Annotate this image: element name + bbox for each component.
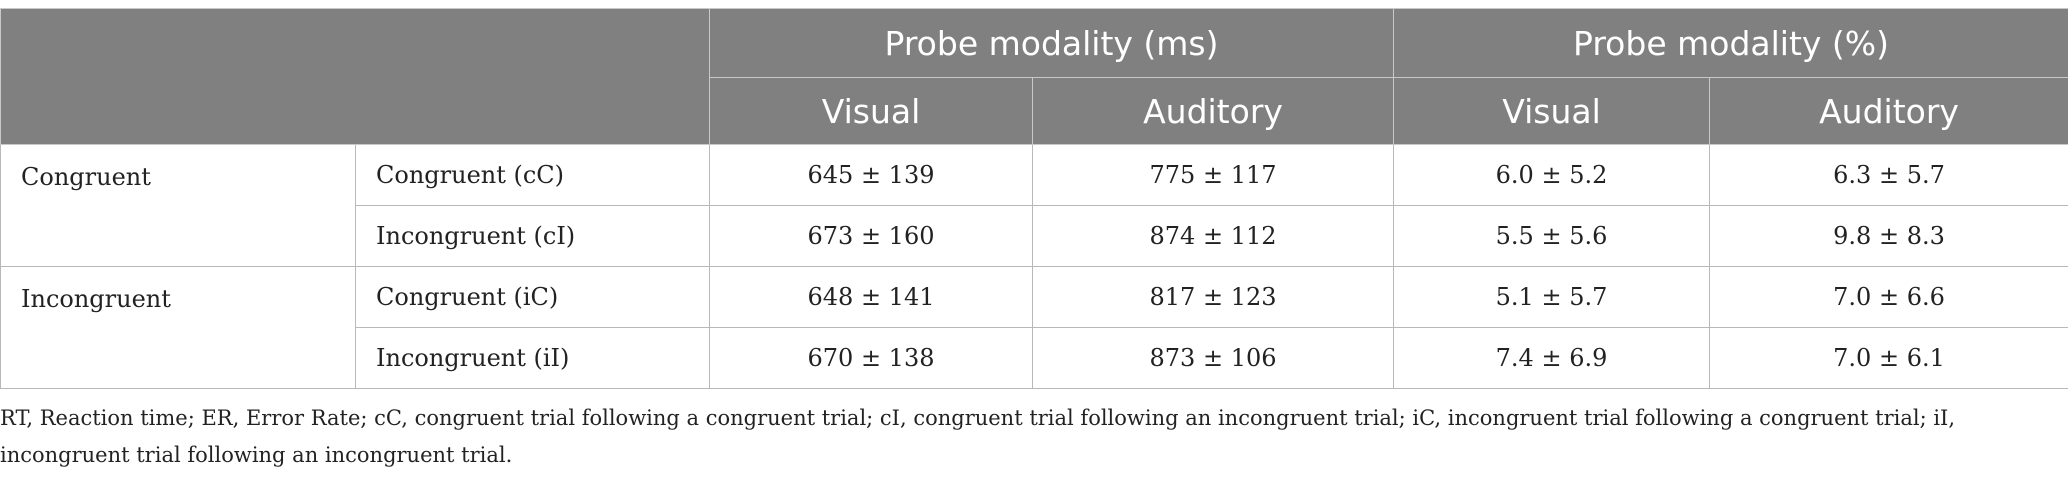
header-pct-auditory: Auditory [1709,77,2068,145]
results-table: Probe modality (ms) Probe modality (%) V… [0,8,2068,389]
value-ms-auditory: 817 ± 123 [1031,266,1395,328]
value-ms-visual: 645 ± 139 [709,144,1033,206]
value-pct-auditory: 9.8 ± 8.3 [1709,205,2068,267]
group-label-incongruent: Incongruent [0,266,356,389]
header-ms-visual: Visual [709,77,1033,145]
header-ms-auditory: Auditory [1031,77,1395,145]
value-pct-auditory: 7.0 ± 6.1 [1709,327,2068,389]
condition-label: Incongruent (iI) [355,327,710,389]
value-ms-auditory: 874 ± 112 [1031,205,1395,267]
table-row: Incongruent Congruent (iC) 648 ± 141 817… [0,266,2068,389]
value-pct-visual: 5.1 ± 5.7 [1393,266,1711,328]
value-pct-auditory: 7.0 ± 6.6 [1709,266,2068,328]
header-group-ms: Probe modality (ms) [708,8,1395,78]
value-pct-auditory: 6.3 ± 5.7 [1709,144,2068,206]
table-row: Incongruent (cI) 673 ± 160 874 ± 112 5.5… [1,205,2068,267]
condition-label: Congruent (cC) [355,144,710,206]
value-ms-visual: 648 ± 141 [709,266,1033,328]
table-header: Probe modality (ms) Probe modality (%) V… [0,8,2068,145]
value-ms-auditory: 775 ± 117 [1031,144,1395,206]
header-group-pct: Probe modality (%) [1393,8,2068,78]
table-row: Incongruent (iI) 670 ± 138 873 ± 106 7.4… [1,327,2068,389]
table-body: Congruent Congruent (cC) 645 ± 139 775 ±… [0,144,2068,389]
header-row-groups: Probe modality (ms) Probe modality (%) [0,8,2068,145]
value-pct-visual: 5.5 ± 5.6 [1393,205,1711,267]
header-row-modalities: Visual Auditory Visual Auditory [1,77,2068,145]
condition-label: Congruent (iC) [355,266,710,328]
table-footnote: RT, Reaction time; ER, Error Rate; cC, c… [0,406,1956,467]
value-ms-visual: 673 ± 160 [709,205,1033,267]
group-label-congruent: Congruent [0,144,356,267]
value-pct-visual: 7.4 ± 6.9 [1393,327,1711,389]
results-table-container: Probe modality (ms) Probe modality (%) V… [0,8,2068,389]
header-pct-visual: Visual [1393,77,1711,145]
value-ms-auditory: 873 ± 106 [1031,327,1395,389]
value-pct-visual: 6.0 ± 5.2 [1393,144,1711,206]
table-row: Congruent Congruent (cC) 645 ± 139 775 ±… [0,144,2068,267]
value-ms-visual: 670 ± 138 [709,327,1033,389]
header-corner-empty [0,8,710,145]
condition-label: Incongruent (cI) [355,205,710,267]
